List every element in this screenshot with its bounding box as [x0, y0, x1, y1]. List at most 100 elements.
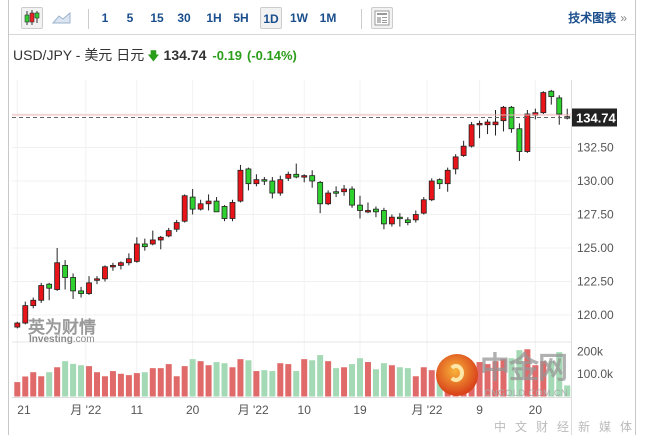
candle[interactable] — [245, 167, 252, 191]
candle[interactable] — [46, 282, 53, 301]
interval-5[interactable]: 5 — [126, 11, 134, 25]
candle[interactable] — [556, 95, 563, 125]
candle[interactable] — [500, 105, 507, 132]
candle[interactable] — [404, 217, 411, 226]
candle[interactable] — [412, 210, 419, 223]
candle[interactable] — [125, 253, 132, 266]
candle[interactable] — [253, 174, 260, 187]
volume-bar — [205, 365, 212, 397]
candle[interactable] — [285, 171, 292, 181]
candle[interactable] — [349, 186, 355, 208]
candle[interactable] — [221, 205, 228, 222]
interval-15[interactable]: 15 — [150, 11, 164, 25]
candle[interactable] — [508, 105, 515, 133]
candle[interactable] — [548, 89, 555, 105]
candle[interactable] — [181, 194, 188, 223]
candle[interactable] — [229, 199, 236, 222]
candle[interactable] — [436, 178, 443, 190]
candle[interactable] — [484, 119, 491, 135]
candle[interactable] — [197, 199, 204, 211]
candle[interactable] — [110, 262, 116, 271]
candle-body — [373, 208, 379, 213]
candle[interactable] — [317, 181, 324, 214]
candle[interactable] — [78, 286, 84, 298]
candle-body — [420, 199, 427, 214]
candle[interactable] — [277, 175, 284, 196]
news-layout-icon[interactable] — [371, 7, 393, 29]
candle[interactable] — [309, 170, 316, 188]
tech-chart-link[interactable]: 技术图表» — [568, 7, 627, 29]
candle[interactable] — [54, 248, 61, 291]
candle[interactable] — [94, 276, 100, 285]
candle[interactable] — [22, 301, 29, 325]
candle[interactable] — [524, 109, 531, 153]
candle-body — [556, 97, 563, 115]
candle[interactable] — [102, 265, 108, 282]
candle[interactable] — [516, 123, 523, 161]
candle[interactable] — [396, 213, 403, 227]
candle-body — [492, 121, 499, 126]
candle[interactable] — [269, 176, 276, 199]
candle[interactable] — [325, 190, 332, 206]
candle-body — [165, 230, 172, 237]
candle[interactable] — [492, 109, 499, 136]
candle[interactable] — [173, 219, 180, 232]
candle[interactable] — [476, 120, 483, 139]
interval-1d[interactable]: 1D — [260, 7, 282, 29]
candle[interactable] — [141, 238, 148, 251]
candlestick-icon[interactable] — [21, 7, 43, 29]
candle[interactable] — [341, 185, 347, 196]
candle[interactable] — [62, 260, 69, 290]
candle[interactable] — [388, 214, 395, 227]
candle[interactable] — [213, 197, 220, 213]
candle[interactable] — [333, 186, 340, 198]
candle-body — [237, 169, 244, 202]
candle[interactable] — [540, 91, 547, 114]
candle-body — [253, 179, 260, 185]
candle[interactable] — [189, 189, 196, 215]
candle[interactable] — [86, 276, 92, 295]
candle[interactable] — [428, 178, 435, 202]
candle[interactable] — [468, 122, 475, 148]
candle[interactable] — [14, 321, 21, 329]
interval-1[interactable]: 1 — [101, 11, 109, 25]
candle[interactable] — [444, 167, 451, 192]
cngold-logo-icon — [436, 354, 478, 396]
candle-body — [261, 179, 268, 182]
candle[interactable] — [149, 230, 156, 246]
candle[interactable] — [38, 282, 45, 303]
candle[interactable] — [381, 207, 387, 230]
area-chart-icon[interactable] — [51, 7, 73, 29]
interval-30[interactable]: 30 — [177, 11, 191, 25]
candle-body — [221, 206, 228, 219]
candle-body — [70, 277, 76, 292]
volume-bar — [245, 360, 252, 397]
candle-body — [365, 210, 371, 213]
candle[interactable] — [301, 174, 308, 183]
candle[interactable] — [420, 197, 427, 215]
candle[interactable] — [30, 297, 37, 309]
candle[interactable] — [157, 235, 164, 250]
candle[interactable] — [70, 273, 76, 299]
volume-tick-label: 100.0k — [577, 367, 614, 381]
candle[interactable] — [261, 176, 268, 186]
interval-1w[interactable]: 1W — [290, 11, 308, 25]
interval-1m[interactable]: 1M — [319, 11, 337, 25]
candle[interactable] — [357, 195, 363, 219]
candle[interactable] — [133, 237, 140, 263]
candle[interactable] — [452, 154, 459, 175]
interval-5h[interactable]: 5H — [233, 11, 249, 25]
candle[interactable] — [165, 227, 172, 238]
candle[interactable] — [205, 194, 212, 211]
candle[interactable] — [118, 261, 124, 270]
candle-body — [293, 173, 300, 178]
candle[interactable] — [237, 164, 244, 203]
quote-header: USD/JPY - 美元 日元 🡇 134.74 -0.19 (-0.14%) — [13, 45, 297, 68]
candle[interactable] — [460, 140, 467, 157]
cngold-watermark: 中金网 — [480, 352, 568, 385]
candle[interactable] — [293, 163, 300, 179]
volume-bar — [317, 355, 324, 397]
interval-1h[interactable]: 1H — [206, 11, 222, 25]
candle[interactable] — [365, 202, 371, 214]
candle[interactable] — [373, 206, 379, 218]
